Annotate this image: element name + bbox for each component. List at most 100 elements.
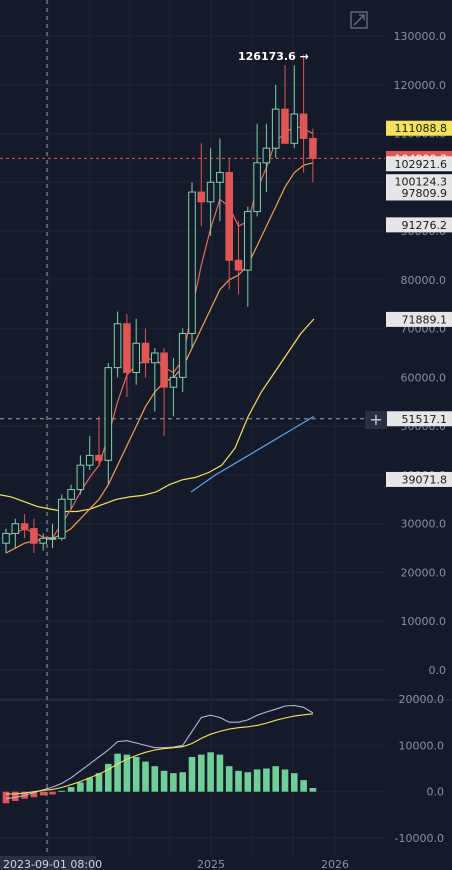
macd-histogram-bar[interactable]: [123, 754, 131, 792]
price-tag[interactable]: [386, 217, 452, 233]
candle-body[interactable]: [262, 147, 271, 164]
candle-body[interactable]: [20, 523, 29, 530]
candle-body[interactable]: [58, 498, 66, 539]
ma-yellow-line: [0, 318, 315, 513]
macd-histogram-bar[interactable]: [2, 791, 10, 804]
macd-tick-label: 20000.0: [399, 693, 445, 706]
candle-body[interactable]: [30, 528, 38, 544]
candle-body[interactable]: [151, 352, 159, 364]
macd-histogram-bar[interactable]: [253, 769, 261, 792]
candle-body[interactable]: [104, 367, 113, 461]
macd-histogram-bar[interactable]: [39, 791, 47, 796]
candle-body[interactable]: [271, 108, 280, 149]
macd-histogram-bar[interactable]: [300, 780, 307, 792]
price-tag[interactable]: [386, 120, 452, 136]
candle-body[interactable]: [234, 259, 243, 271]
macd-histogram-bar[interactable]: [188, 756, 196, 792]
candle-body[interactable]: [225, 172, 233, 261]
macd-histogram-bar[interactable]: [263, 768, 270, 792]
macd-histogram-bar[interactable]: [132, 756, 140, 792]
macd-histogram-bar[interactable]: [58, 790, 66, 792]
macd-histogram-bar[interactable]: [49, 791, 56, 795]
macd-histogram-bar[interactable]: [281, 769, 289, 792]
ma-blue-line: [190, 415, 315, 493]
high-annotation: 126173.6 →: [238, 50, 309, 63]
price-tag[interactable]: [386, 471, 452, 487]
macd-histogram-bar[interactable]: [30, 791, 38, 798]
macd-histogram-bar[interactable]: [95, 773, 103, 792]
price-tag[interactable]: [386, 185, 452, 201]
candle-body[interactable]: [132, 342, 140, 374]
macd-histogram-bar[interactable]: [291, 773, 298, 792]
macd-histogram-bar[interactable]: [235, 770, 242, 792]
price-tag[interactable]: [386, 174, 452, 190]
candle-body[interactable]: [299, 113, 308, 139]
price-tag[interactable]: [386, 156, 452, 172]
candle-body[interactable]: [197, 191, 206, 203]
macd-histogram-bar[interactable]: [86, 777, 93, 792]
candle-body[interactable]: [281, 108, 289, 144]
candle-body[interactable]: [188, 191, 196, 334]
price-tag[interactable]: [386, 311, 452, 327]
candle-body[interactable]: [290, 113, 299, 144]
candle-body[interactable]: [113, 323, 122, 369]
candle-body[interactable]: [76, 464, 85, 491]
candle-body[interactable]: [169, 376, 178, 388]
ma-line-1: [5, 162, 314, 554]
candle-body[interactable]: [244, 211, 252, 271]
candle-body[interactable]: [309, 137, 317, 159]
time-axis[interactable]: 2025 2026 2023-09-01 08:00: [0, 856, 452, 870]
price-tag[interactable]: [386, 411, 452, 427]
candle-body[interactable]: [178, 332, 187, 378]
candle-body[interactable]: [141, 342, 150, 364]
time-tick-label: 2026: [321, 858, 349, 870]
macd-pane[interactable]: [2, 704, 317, 804]
macd-histogram-bar[interactable]: [179, 772, 186, 792]
signal-line: [6, 713, 313, 795]
macd-histogram-bar[interactable]: [160, 770, 168, 792]
candle-body[interactable]: [95, 454, 103, 461]
price-tick-label: 60000.0: [401, 371, 447, 384]
candle-body[interactable]: [160, 352, 168, 388]
price-axis[interactable]: 130000.0120000.0110000.0100000.090000.08…: [386, 30, 452, 845]
macd-histogram-bar[interactable]: [244, 772, 252, 792]
price-pane[interactable]: 126173.6 →: [0, 50, 385, 554]
macd-histogram-bar[interactable]: [170, 773, 177, 792]
ma-line-0: [5, 125, 314, 539]
candle-body[interactable]: [48, 537, 57, 540]
candle-body[interactable]: [123, 323, 131, 374]
macd-histogram-bar[interactable]: [67, 787, 75, 792]
macd-histogram-bar[interactable]: [114, 753, 121, 792]
macd-histogram-bar[interactable]: [198, 754, 205, 792]
macd-histogram-bar[interactable]: [309, 787, 317, 792]
macd-tick-label: -10000.0: [395, 832, 444, 845]
add-alert-plus-icon[interactable]: +: [365, 411, 387, 429]
macd-histogram-bar[interactable]: [12, 791, 19, 801]
candle-body[interactable]: [11, 523, 20, 534]
macd-histogram-bar[interactable]: [142, 761, 149, 792]
candle-body[interactable]: [206, 181, 215, 203]
macd-histogram-bar[interactable]: [207, 752, 214, 792]
macd-histogram-bar[interactable]: [151, 766, 159, 792]
candle-body[interactable]: [85, 454, 94, 466]
macd-histogram-bar[interactable]: [272, 766, 279, 792]
price-tick-label: 30000.0: [401, 518, 447, 531]
price-tag-label: 102921.6: [395, 158, 448, 171]
macd-histogram-bar[interactable]: [225, 766, 233, 792]
expand-icon[interactable]: [350, 11, 368, 29]
price-tag-label: 39071.8: [402, 473, 448, 486]
macd-line: [5, 704, 314, 800]
candle-body[interactable]: [39, 537, 48, 544]
candle-body[interactable]: [253, 162, 261, 213]
price-tag-label: 71889.1: [402, 313, 448, 326]
macd-histogram-bar[interactable]: [216, 754, 224, 792]
macd-histogram-bar[interactable]: [77, 782, 84, 792]
crosshair-date-label: 2023-09-01 08:00: [3, 858, 102, 870]
macd-histogram-bar[interactable]: [105, 763, 112, 792]
candle-body[interactable]: [67, 489, 75, 500]
candle-body[interactable]: [2, 532, 10, 544]
candle-body[interactable]: [216, 172, 224, 183]
price-tick-label: 130000.0: [394, 30, 447, 43]
